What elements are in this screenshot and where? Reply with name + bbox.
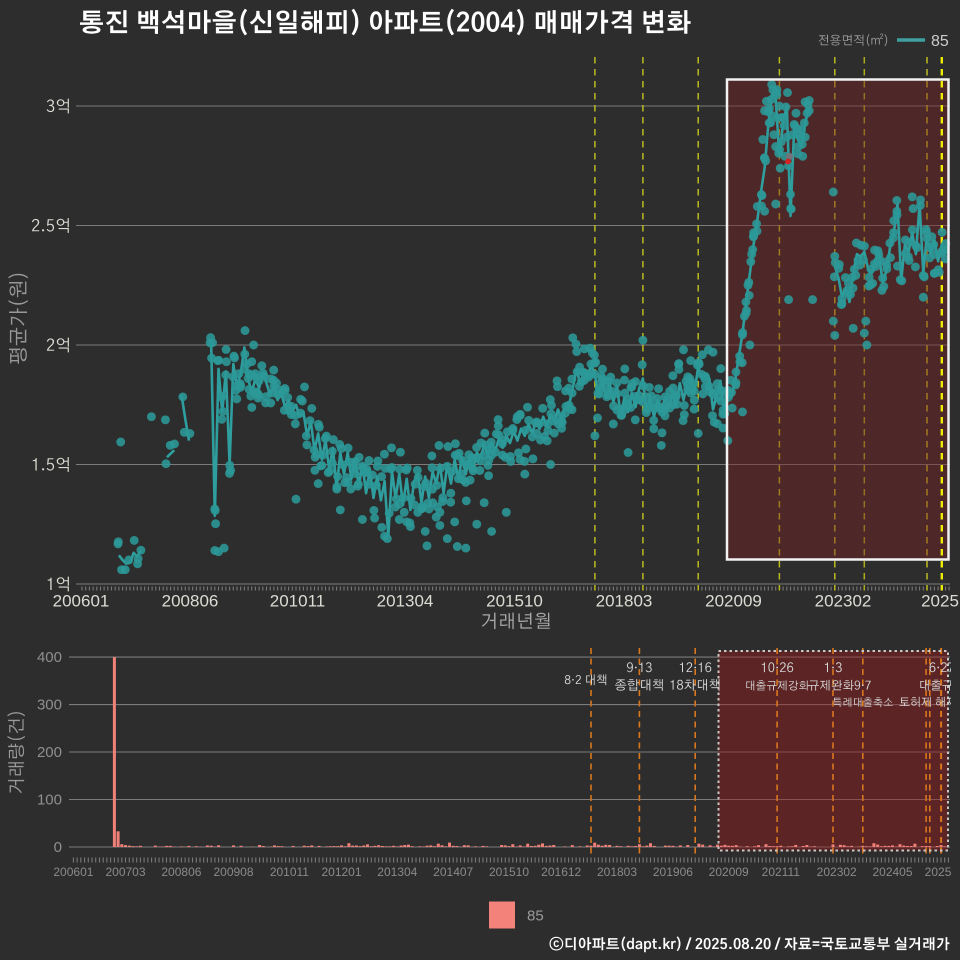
svg-text:202302: 202302: [815, 592, 872, 611]
svg-text:100: 100: [37, 792, 62, 809]
svg-text:300: 300: [37, 697, 62, 714]
svg-text:400: 400: [37, 649, 62, 666]
svg-text:85: 85: [931, 33, 949, 50]
svg-text:201612: 201612: [541, 865, 581, 879]
svg-text:2025: 2025: [921, 592, 959, 611]
svg-text:200703: 200703: [105, 865, 145, 879]
svg-text:201803: 201803: [597, 865, 637, 879]
svg-text:200601: 200601: [53, 865, 93, 879]
svg-text:201304: 201304: [377, 592, 434, 611]
svg-text:202009: 202009: [709, 865, 749, 879]
svg-text:201510: 201510: [486, 592, 543, 611]
svg-text:202405: 202405: [872, 865, 912, 879]
svg-text:202302: 202302: [817, 865, 857, 879]
svg-text:200806: 200806: [162, 592, 219, 611]
svg-text:201201: 201201: [321, 865, 361, 879]
svg-text:200: 200: [37, 744, 62, 761]
svg-text:201011: 201011: [270, 592, 325, 611]
svg-text:200601: 200601: [53, 592, 110, 611]
svg-text:201906: 201906: [653, 865, 693, 879]
svg-text:202111: 202111: [762, 865, 801, 879]
svg-text:0: 0: [54, 839, 62, 856]
svg-text:201011: 201011: [270, 865, 309, 879]
svg-text:202009: 202009: [705, 592, 762, 611]
svg-text:200806: 200806: [161, 865, 201, 879]
svg-text:200908: 200908: [213, 865, 253, 879]
svg-text:85: 85: [527, 908, 544, 925]
svg-text:202507: 202507: [925, 865, 960, 879]
svg-text:201407: 201407: [433, 865, 473, 879]
svg-text:201510: 201510: [489, 865, 529, 879]
svg-text:201803: 201803: [596, 592, 653, 611]
svg-text:201304: 201304: [377, 865, 417, 879]
